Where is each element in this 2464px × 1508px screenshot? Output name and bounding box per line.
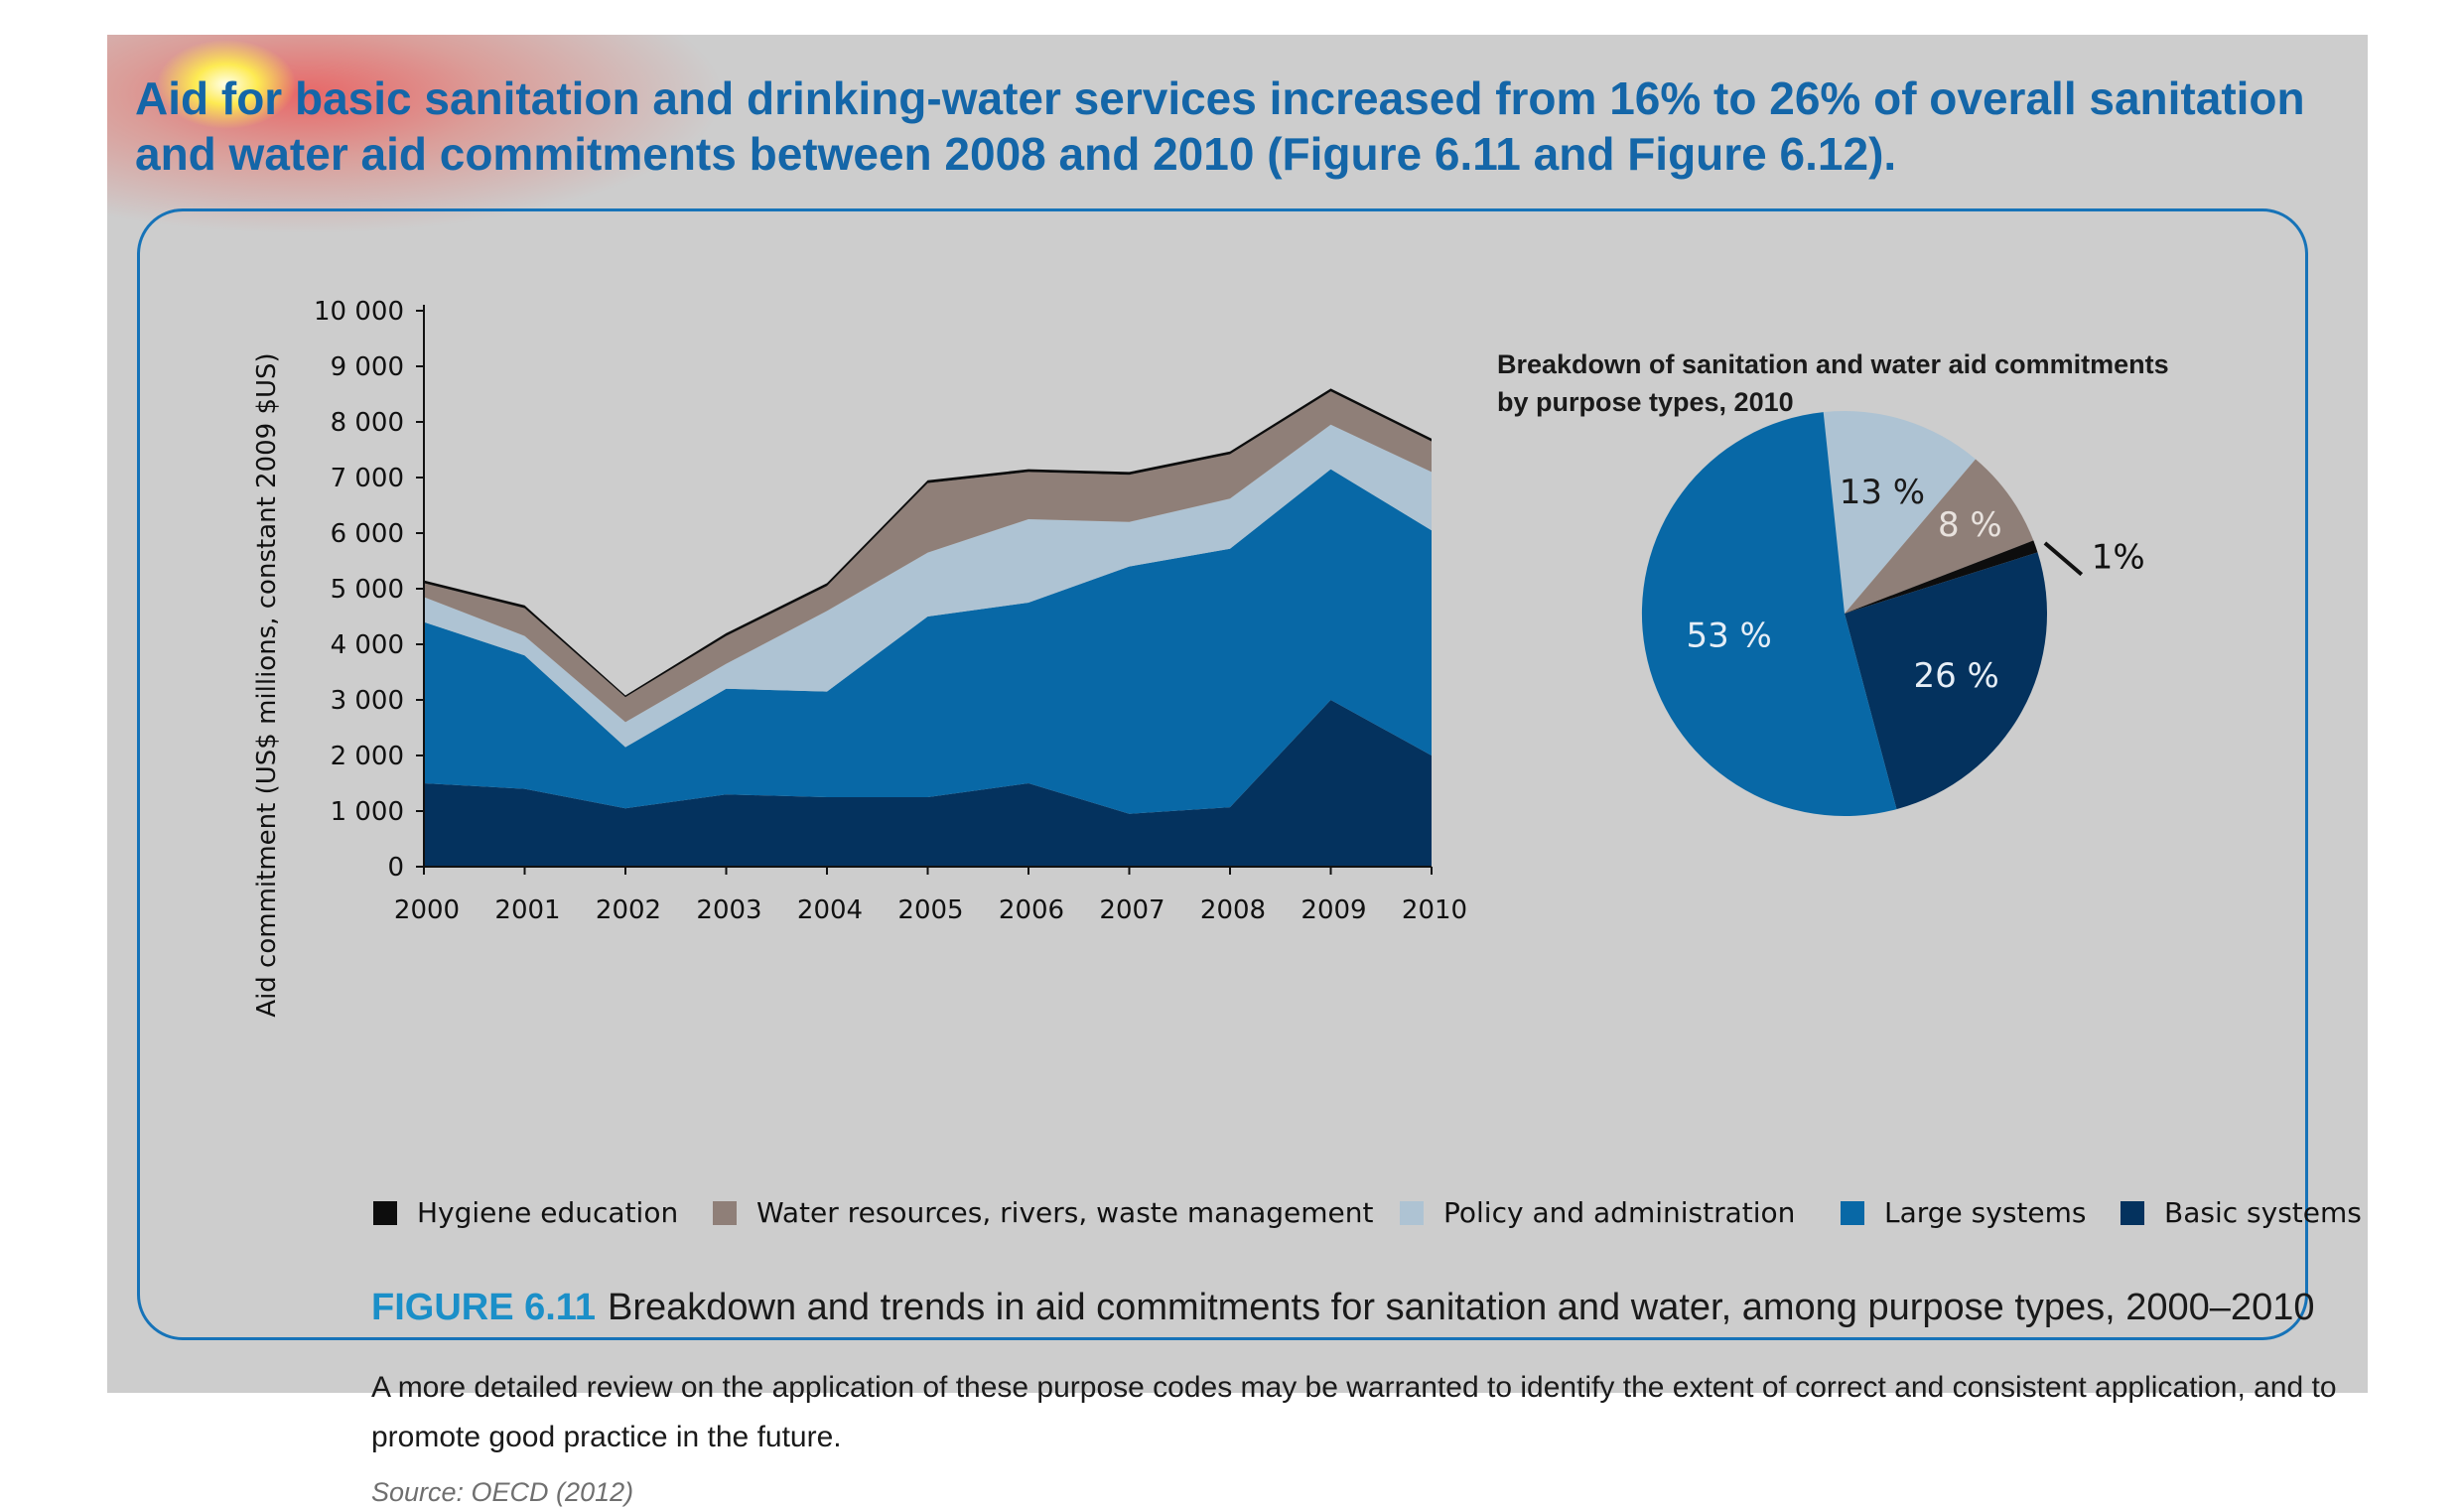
figure-caption: FIGURE 6.11 Breakdown and trends in aid c…: [371, 1287, 2456, 1329]
y-axis-label: Aid commitment (US$ millions, constant 2…: [252, 352, 282, 1017]
legend-swatch: [1400, 1200, 1424, 1225]
legend-item-policy: Policy and administration: [1400, 1196, 1795, 1229]
pie-label: 26 %: [1913, 656, 1998, 696]
area-series: [424, 469, 1432, 814]
area-series: [424, 424, 1432, 748]
legend-item-hygiene: Hygiene education: [373, 1196, 678, 1229]
legend-label: Large systems: [1884, 1196, 2087, 1229]
legend-item-basic-systems: Basic systems: [2121, 1196, 2362, 1229]
x-tick-label: 2003: [696, 895, 761, 925]
pie-chart: 13 % 8 % 1% 26 % 53 %: [1641, 410, 2145, 816]
figure-caption-text: Breakdown and trends in aid commitments …: [607, 1287, 2315, 1328]
pie-title-line1: Breakdown of sanitation and water aid co…: [1497, 349, 2169, 379]
pie-slice: [1845, 540, 2038, 614]
figure-box: 0 1 000 2 000 3 000 4 000 5 000 6 000 7 000 8 00…: [137, 208, 2362, 1507]
pie-label: 1%: [2092, 538, 2145, 578]
y-tick-label: 3 000: [331, 686, 404, 716]
y-tick-label: 10 000: [314, 297, 404, 327]
pie-leader-line: [2043, 541, 2084, 577]
legend: Hygiene education Water resources, river…: [373, 1196, 2458, 1236]
x-tick-label: 2000: [394, 895, 460, 925]
legend-swatch: [1841, 1200, 1864, 1225]
x-tick-label: 2010: [1402, 895, 1467, 925]
y-tick-label: 0: [387, 853, 404, 883]
x-tick-label: 2008: [1200, 895, 1266, 925]
area-series: [424, 700, 1432, 867]
x-tick-label: 2001: [494, 895, 560, 925]
y-ticks: 0 1 000 2 000 3 000 4 000 5 000 6 000 7 000 8 00…: [314, 297, 424, 883]
figure-note: A more detailed review on the applicatio…: [371, 1371, 2337, 1453]
x-tick-label: 2005: [897, 895, 963, 925]
y-tick-label: 5 000: [331, 575, 404, 605]
y-tick-label: 2 000: [331, 742, 404, 771]
x-tick-label: 2009: [1300, 895, 1366, 925]
y-tick-label: 8 000: [331, 408, 404, 438]
legend-swatch: [713, 1200, 737, 1225]
legend-swatch: [2121, 1200, 2144, 1225]
y-tick-label: 4 000: [331, 630, 404, 660]
x-tick-label: 2006: [999, 895, 1064, 925]
pie-label: 53 %: [1686, 616, 1771, 655]
pie-label: 8 %: [1938, 505, 2002, 545]
headline: Aid for basic sanitation and drinking-wa…: [135, 72, 2305, 180]
x-tick-label: 2007: [1099, 895, 1164, 925]
legend-label: Basic systems: [2164, 1196, 2362, 1229]
x-tick-label: 2002: [596, 895, 661, 925]
area-chart: [423, 305, 1432, 868]
figure-number: FIGURE 6.11: [371, 1287, 596, 1328]
pie-slice: [1823, 410, 1976, 614]
pie-title-line2: by purpose types, 2010: [1497, 387, 1794, 417]
legend-label: Hygiene education: [417, 1196, 679, 1229]
figure-panel: Aid for basic sanitation and drinking-wa…: [107, 35, 2368, 1507]
legend-label: Water resources, rivers, waste managemen…: [756, 1196, 1374, 1229]
y-tick-label: 9 000: [331, 352, 404, 382]
pie-slice: [1641, 412, 1897, 816]
legend-item-water-resources: Water resources, rivers, waste managemen…: [713, 1196, 1373, 1229]
y-tick-label: 1 000: [331, 797, 404, 827]
y-tick-label: 7 000: [331, 464, 404, 493]
area-series: [424, 391, 1432, 723]
figure-source: Source: OECD (2012): [371, 1477, 634, 1507]
x-ticks: 2000 2001 2002 2003 2004 2005 2006 2007 2008 2009…: [394, 867, 1467, 925]
legend-item-large-systems: Large systems: [1841, 1196, 2087, 1229]
x-tick-label: 2004: [797, 895, 863, 925]
pie-slice: [1845, 459, 2034, 614]
legend-label: Policy and administration: [1443, 1196, 1796, 1229]
y-tick-label: 6 000: [331, 519, 404, 549]
chart-canvas: 0 1 000 2 000 3 000 4 000 5 000 6 000 7 000 8 00…: [252, 297, 2169, 1018]
legend-swatch: [373, 1200, 397, 1225]
pie-label: 13 %: [1840, 473, 1925, 512]
pie-slice: [1845, 552, 2048, 810]
